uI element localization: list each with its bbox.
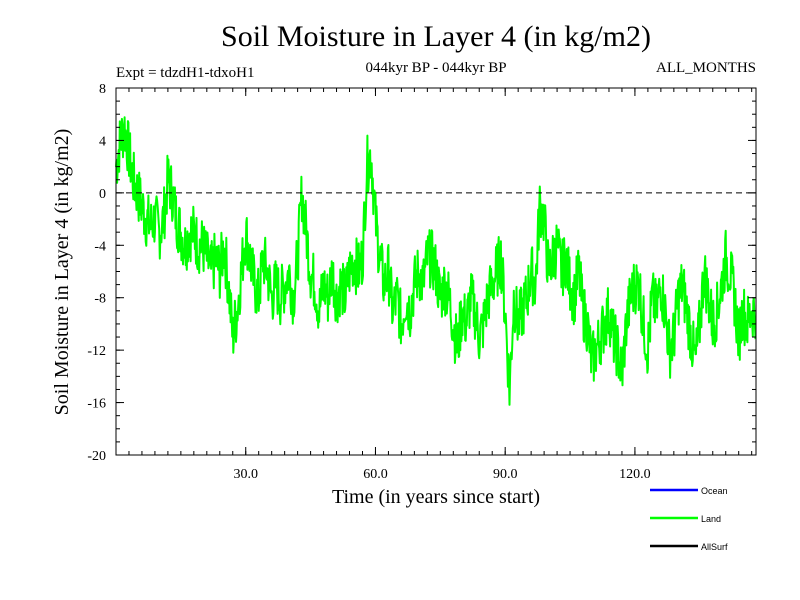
y-tick-label: -20 bbox=[87, 449, 106, 464]
plot-area: 8 4 0 -4 -8 -12 -16 -20 30.0 60.0 90.0 120.0 bbox=[87, 82, 757, 482]
x-axis-label: Time (in years since start) bbox=[332, 486, 540, 508]
legend: Ocean Land AllSurf bbox=[650, 486, 728, 552]
x-tick-label: 90.0 bbox=[493, 467, 518, 482]
y-tick-label: -12 bbox=[87, 344, 106, 359]
months-label: ALL_MONTHS bbox=[656, 60, 756, 76]
y-tick-label: -16 bbox=[87, 397, 106, 412]
y-axis-label: Soil Moisture in Layer 4 (in kg/m2) bbox=[51, 129, 73, 416]
period-label: 044kyr BP - 044kyr BP bbox=[365, 60, 506, 76]
y-tick-label: 8 bbox=[99, 82, 106, 97]
y-tick-label: -8 bbox=[94, 292, 106, 307]
experiment-label: Expt = tdzdH1-tdxoH1 bbox=[116, 65, 254, 81]
x-tick-label: 30.0 bbox=[233, 467, 258, 482]
x-tick-label: 120.0 bbox=[619, 467, 651, 482]
legend-label-land: Land bbox=[701, 514, 721, 524]
y-tick-label: 0 bbox=[99, 187, 106, 202]
legend-label-allsurf: AllSurf bbox=[701, 542, 728, 552]
legend-label-ocean: Ocean bbox=[701, 486, 728, 496]
y-tick-label: -4 bbox=[94, 239, 106, 254]
y-tick-label: 4 bbox=[99, 134, 106, 149]
chart-title: Soil Moisture in Layer 4 (in kg/m2) bbox=[221, 20, 651, 53]
series-line-land bbox=[115, 116, 757, 406]
x-tick-label: 60.0 bbox=[363, 467, 388, 482]
